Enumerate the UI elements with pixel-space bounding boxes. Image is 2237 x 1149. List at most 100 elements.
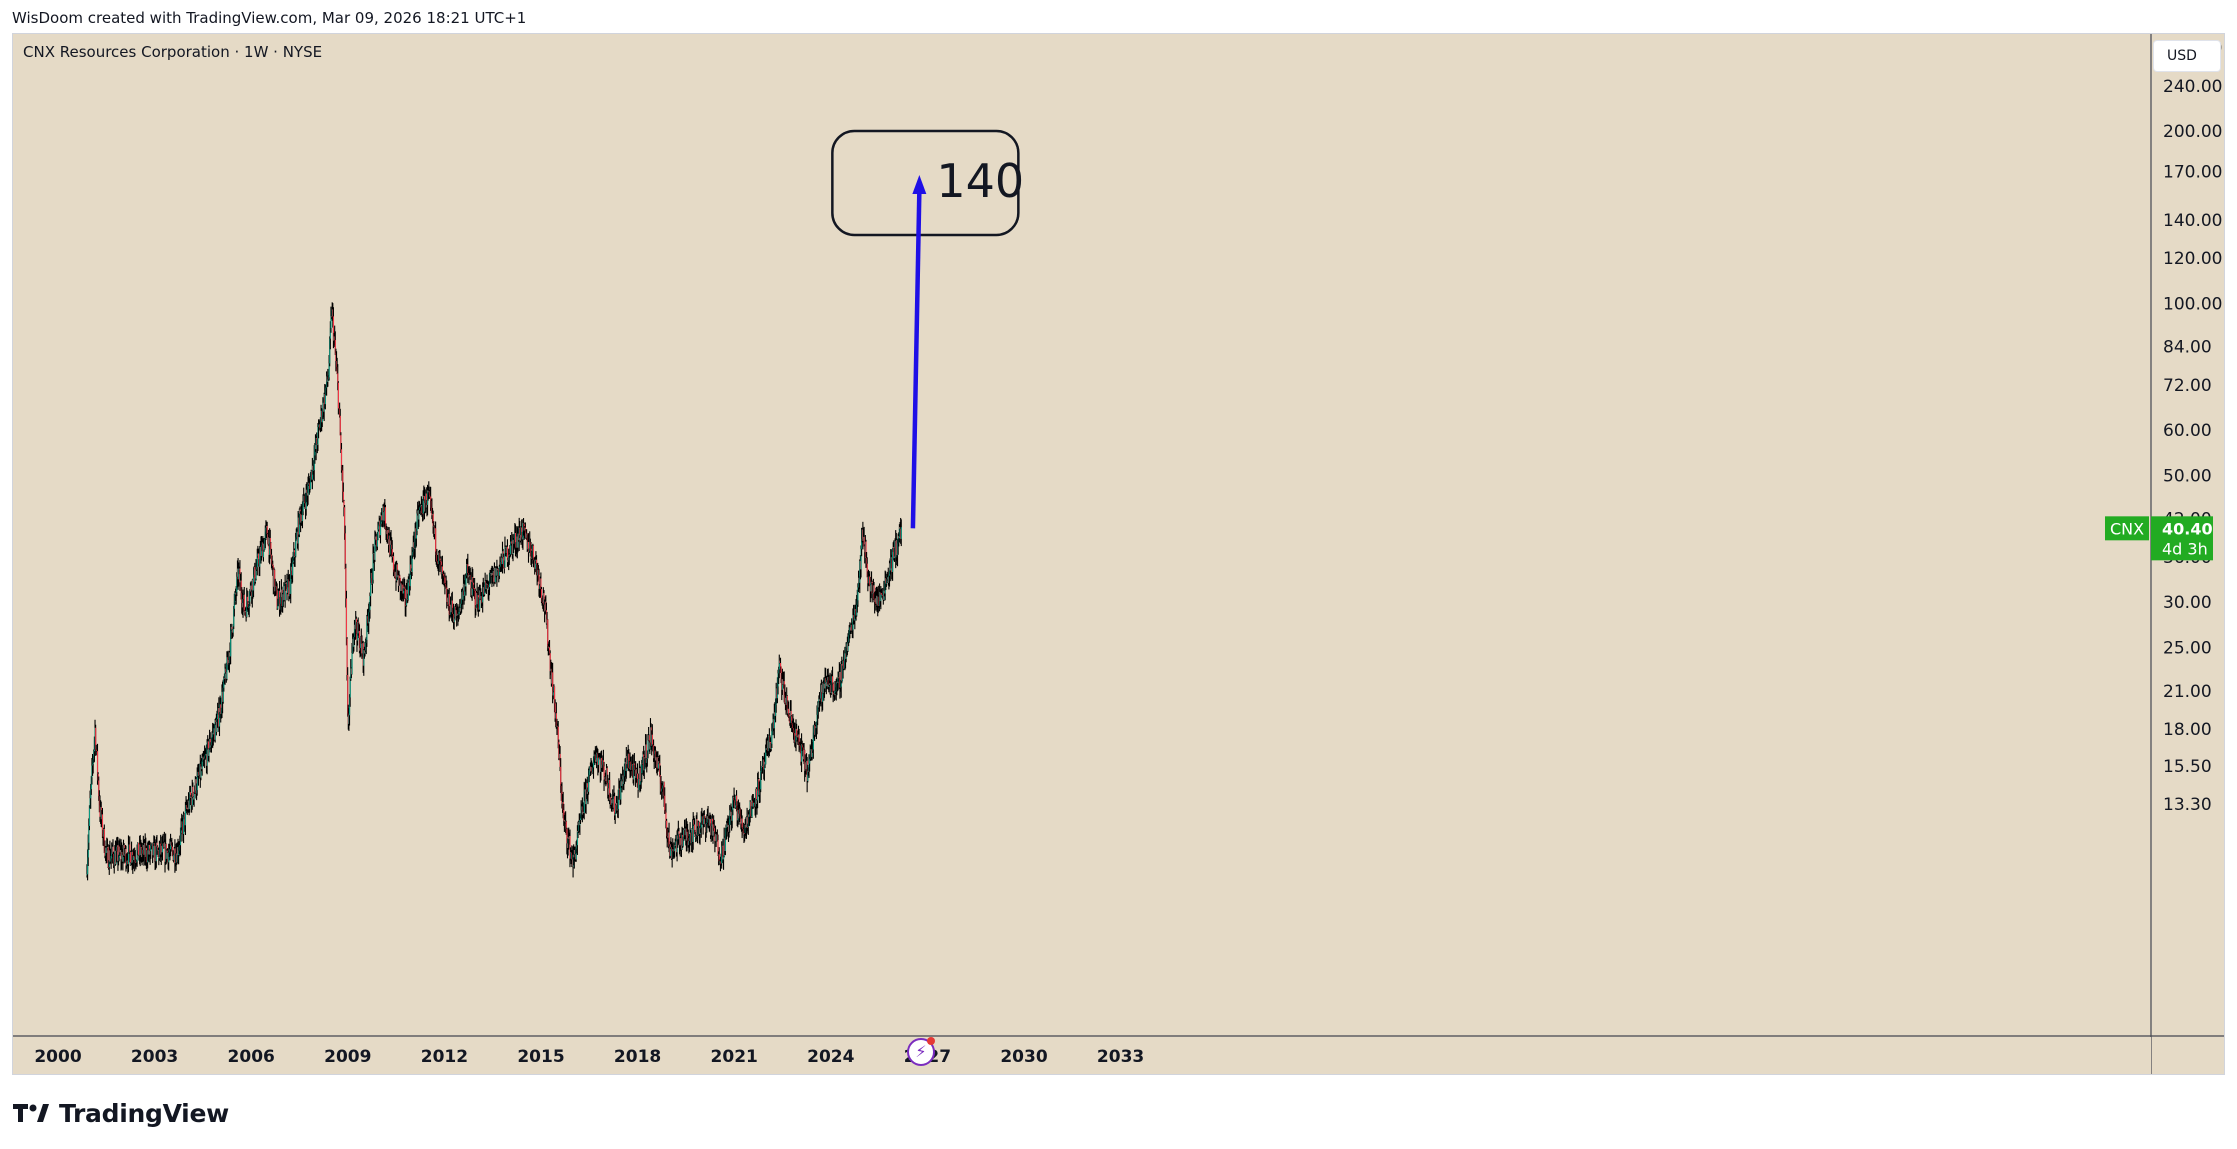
candle [802, 743, 805, 762]
price-chart[interactable]: 140 280.00240.00200.00170.00140.00120.00… [13, 34, 2225, 1075]
candle [612, 794, 614, 809]
candle [738, 804, 740, 825]
candle-body [708, 818, 710, 820]
candle [543, 590, 545, 611]
candle [454, 603, 457, 621]
candle [783, 671, 785, 703]
candle [439, 550, 441, 573]
candle [154, 839, 156, 871]
candle-body [510, 541, 512, 543]
candle-body [659, 763, 661, 776]
candle-body [877, 596, 879, 606]
candle [259, 540, 261, 554]
candle-body [488, 583, 491, 588]
candle-body [405, 605, 407, 607]
candle [814, 721, 816, 741]
candle [542, 587, 544, 612]
candle-body [895, 539, 897, 558]
candle-body [278, 590, 280, 600]
candle [688, 833, 691, 852]
candle-body [442, 573, 444, 575]
candle-body [871, 581, 873, 594]
candle-body [112, 846, 114, 855]
candle [353, 619, 356, 646]
candle-body [874, 599, 876, 603]
candle-body [856, 600, 858, 605]
candle-body [887, 577, 889, 584]
candle-body [253, 566, 255, 575]
candle-body [374, 539, 376, 560]
tradingview-logo[interactable]: TradingView [13, 1097, 229, 1129]
candle [441, 555, 444, 585]
candle-body [854, 609, 857, 611]
candle-body [344, 507, 346, 534]
candle-body [440, 561, 442, 575]
candle-body [820, 684, 822, 693]
candle-body [457, 613, 459, 615]
candle-body [529, 542, 531, 549]
candle-body [607, 782, 609, 789]
candle-body [454, 607, 456, 618]
candle [109, 848, 112, 863]
candle [519, 521, 521, 538]
candle-body [116, 845, 118, 847]
candle-body [285, 582, 287, 584]
candle [180, 818, 182, 842]
candle-body [437, 562, 439, 565]
candle [656, 751, 658, 776]
candle-body [673, 850, 675, 852]
candle-body [606, 768, 608, 783]
candle [728, 816, 730, 838]
candle-body [234, 593, 236, 602]
candle-body [183, 816, 185, 834]
candle [767, 736, 769, 755]
chart-area[interactable]: 140 280.00240.00200.00170.00140.00120.00… [12, 33, 2225, 1075]
candle-body [282, 594, 284, 607]
candle-body [586, 783, 588, 790]
candle [592, 762, 594, 775]
candle-body [508, 554, 510, 556]
candle [681, 826, 683, 851]
candle [776, 677, 779, 703]
candle [452, 607, 454, 623]
candle-body [313, 469, 315, 471]
candle [813, 724, 815, 739]
candle-body [662, 781, 665, 786]
candle [492, 566, 494, 584]
candle-body [241, 593, 243, 604]
candle-body [768, 735, 770, 752]
candle-body [376, 540, 378, 547]
candle-body [230, 631, 232, 657]
candle-body [212, 732, 214, 738]
candle-body [402, 584, 404, 594]
candle [265, 520, 267, 541]
candle [870, 571, 873, 585]
candle [88, 818, 90, 850]
candle [309, 472, 312, 490]
candle-body [342, 491, 344, 502]
candle-body [344, 533, 346, 569]
candle-body [226, 657, 228, 679]
candle-body [739, 808, 741, 814]
candle [296, 529, 299, 549]
candle [390, 529, 392, 556]
candle [629, 752, 631, 779]
candle [808, 754, 810, 778]
candle-body [537, 569, 539, 575]
candle-body [825, 678, 827, 683]
candle-body [448, 593, 450, 615]
candle [278, 588, 280, 606]
candle-body [231, 626, 233, 630]
candle [241, 592, 244, 615]
currency-button[interactable]: USD [2153, 40, 2221, 72]
candle-body [402, 589, 405, 594]
candle [874, 592, 876, 614]
candle [634, 764, 636, 771]
candle-body [635, 768, 637, 778]
candle [320, 404, 322, 432]
candle [815, 722, 817, 737]
candle [578, 820, 580, 833]
candle [134, 850, 136, 868]
candle-body [479, 590, 481, 610]
candle-body [276, 590, 278, 609]
